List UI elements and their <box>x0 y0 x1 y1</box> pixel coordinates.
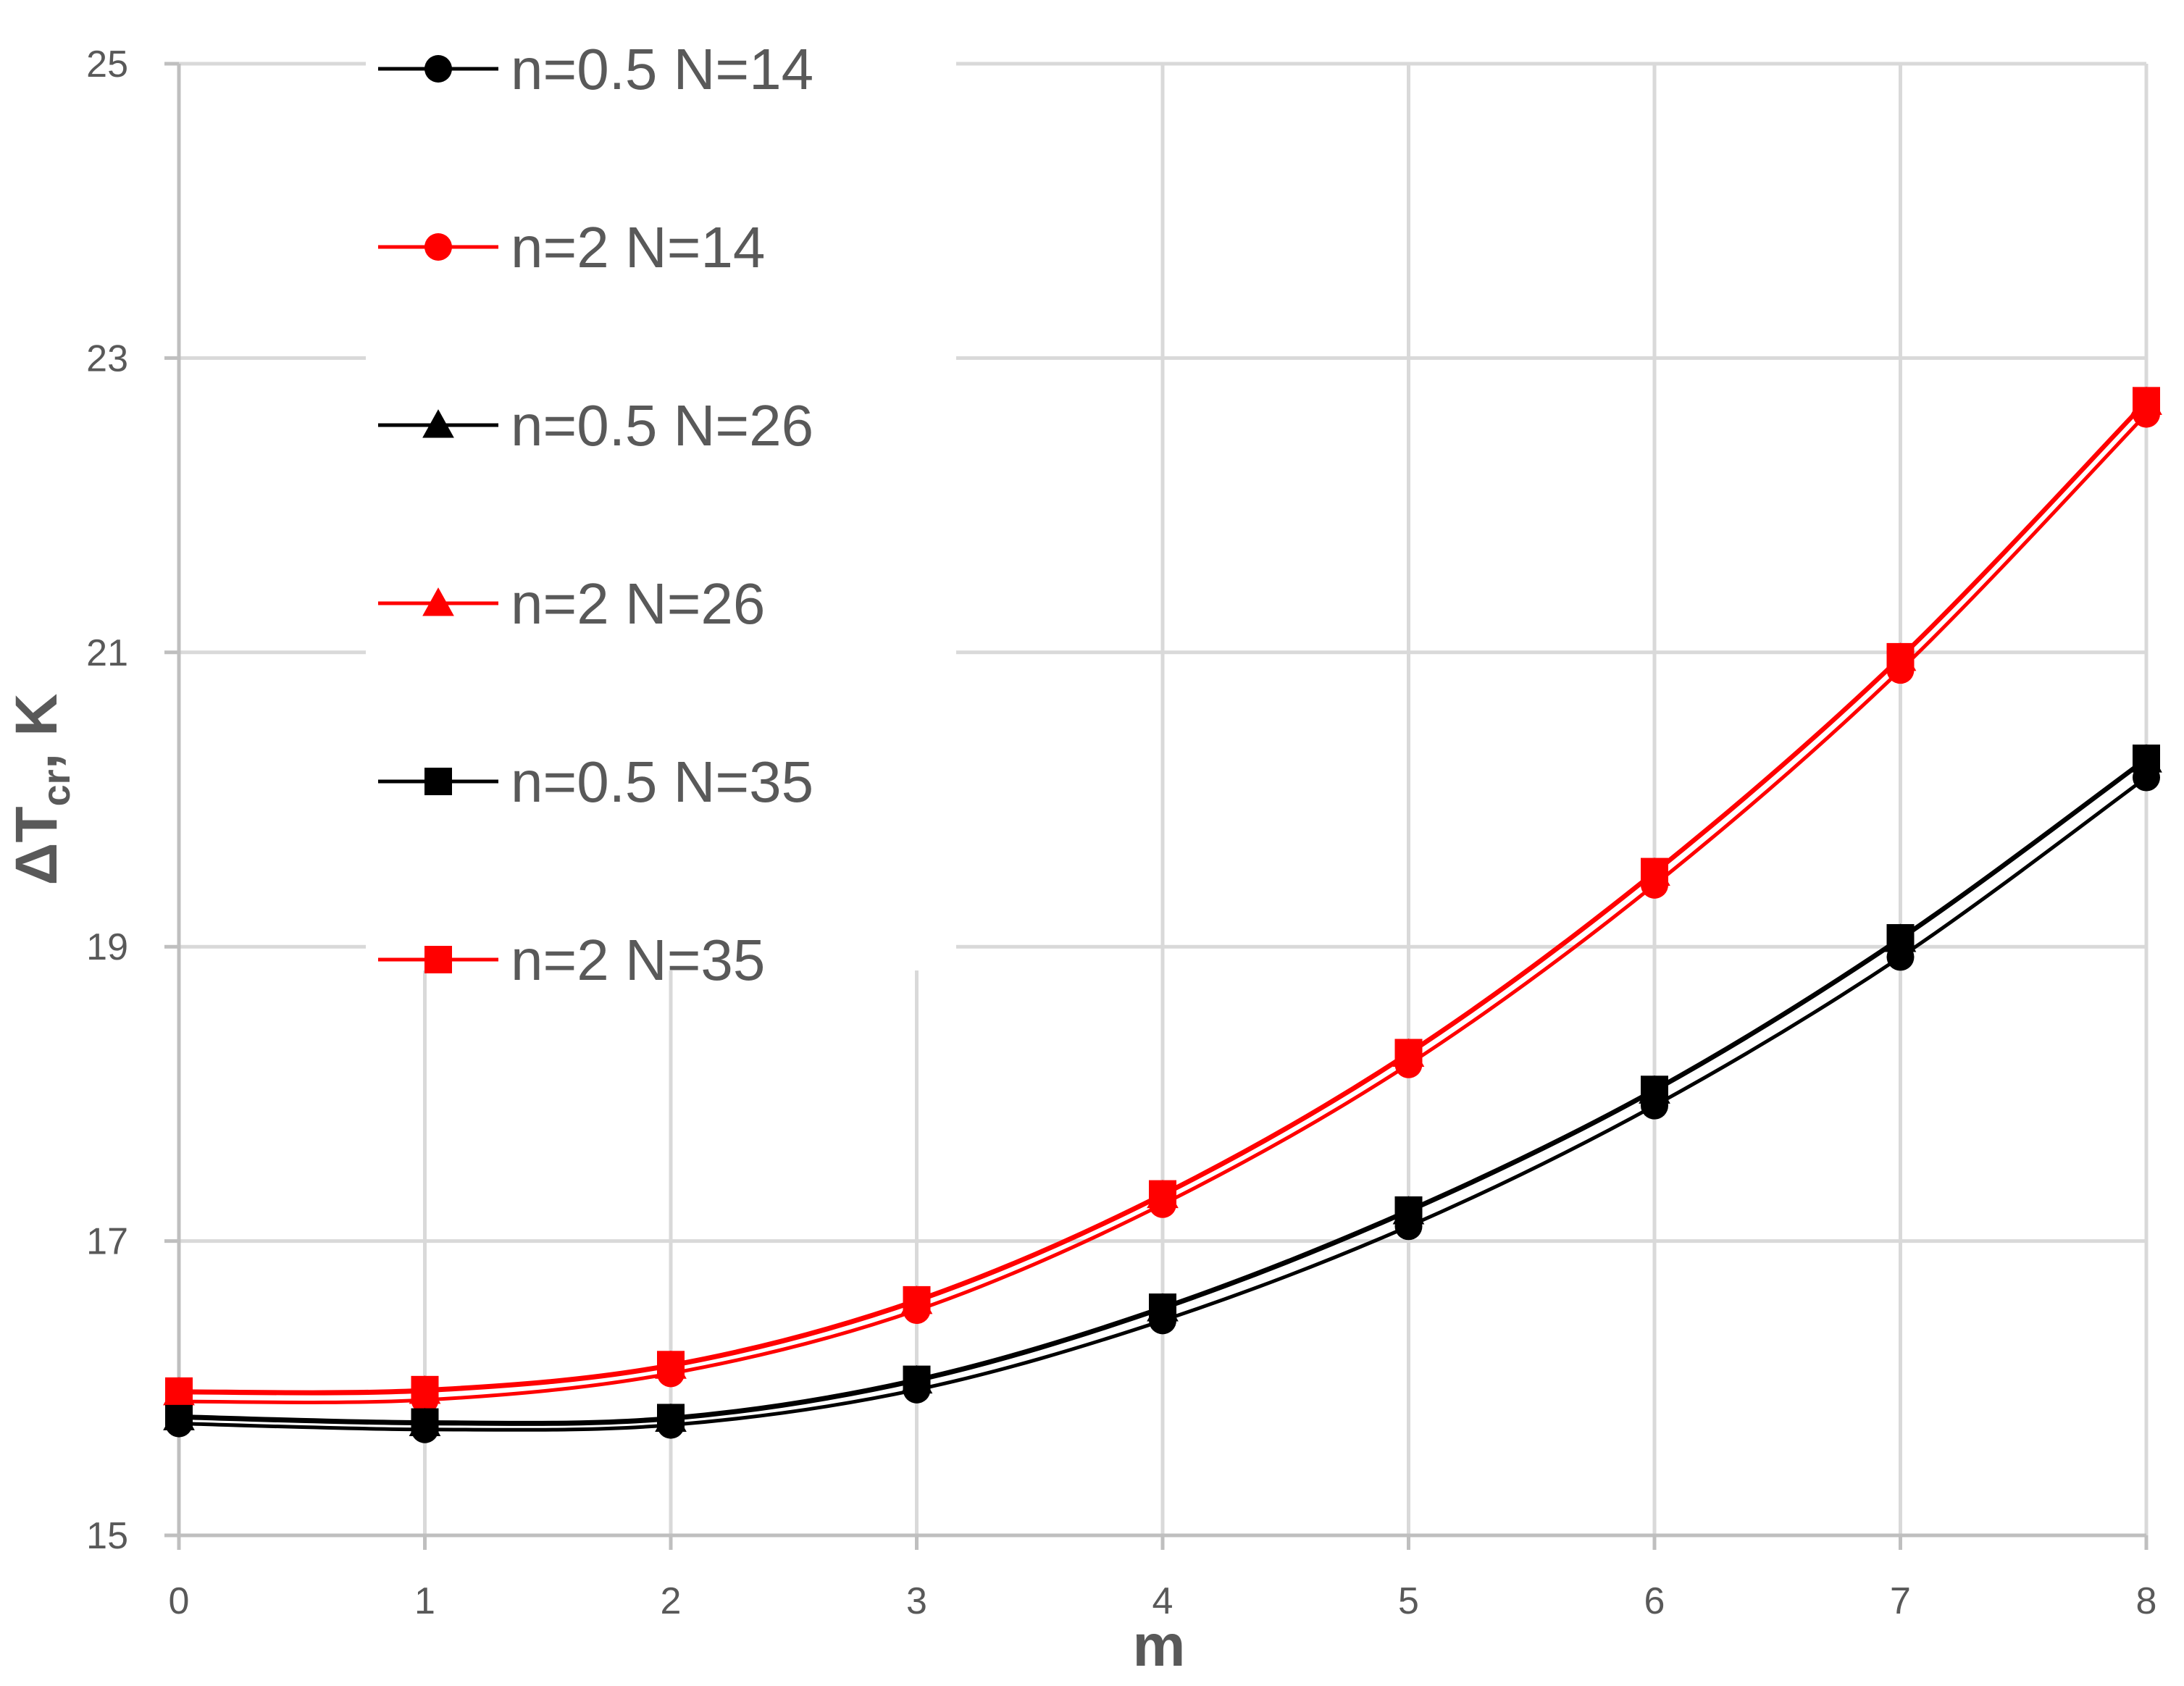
legend-label: n=2 N=14 <box>511 215 765 280</box>
x-tick-label: 7 <box>1890 1580 1911 1622</box>
legend-label: n=0.5 N=35 <box>511 750 813 814</box>
data-point-square <box>411 1408 439 1436</box>
legend-label: n=0.5 N=26 <box>511 393 813 458</box>
data-point-circle <box>424 233 452 261</box>
legend-entry: n=0.5 N=14 <box>378 37 813 101</box>
data-point-square <box>1886 642 1915 671</box>
legend-background <box>366 14 956 970</box>
legend: n=0.5 N=14 n=2 N=14 n=0.5 N=26 n=2 N=26 n=0.… <box>366 14 956 992</box>
y-tick-label: 21 <box>86 632 128 674</box>
legend-entry: n=0.5 N=35 <box>378 750 813 814</box>
data-point-square <box>2133 745 2160 773</box>
y-tick-label: 23 <box>86 337 128 379</box>
series-line <box>178 412 2148 1404</box>
data-point-triangle <box>422 409 454 438</box>
y-axis-title-suffix: , K <box>4 694 70 770</box>
series-n-2-n-35 <box>165 387 2160 1405</box>
data-point-square <box>903 1286 931 1314</box>
axes <box>164 62 2149 1550</box>
legend-label: n=2 N=35 <box>511 928 765 992</box>
y-tick-label: 15 <box>86 1515 128 1557</box>
series-line <box>178 399 2148 1394</box>
x-tick-label: 3 <box>906 1580 927 1622</box>
data-point-square <box>1394 1039 1423 1067</box>
data-point-square <box>1394 1196 1423 1224</box>
y-axis-title-sub: cr <box>35 769 78 806</box>
x-tick-label: 0 <box>169 1580 190 1622</box>
series-line <box>178 776 2148 1432</box>
series-line <box>178 757 2148 1425</box>
data-point-square <box>1149 1293 1176 1322</box>
data-point-triangle <box>422 587 454 616</box>
x-tick-label: 4 <box>1152 1580 1173 1622</box>
data-point-square <box>1149 1180 1176 1208</box>
legend-entry: n=2 N=14 <box>378 215 765 280</box>
data-point-square <box>903 1365 931 1393</box>
data-point-square <box>424 768 452 795</box>
x-tick-label: 6 <box>1644 1580 1665 1622</box>
series-layer <box>163 386 2162 1443</box>
y-tick-label: 17 <box>86 1221 128 1263</box>
legend-label: n=0.5 N=14 <box>511 37 813 101</box>
x-tick-label: 2 <box>661 1580 682 1622</box>
y-tick-label: 19 <box>86 926 128 968</box>
legend-entry: n=0.5 N=26 <box>378 393 813 458</box>
data-point-square <box>2133 387 2160 415</box>
y-tick-label: 25 <box>86 43 128 85</box>
legend-entry: n=2 N=26 <box>378 571 765 636</box>
y-axis-title: ΔTcr, K <box>4 694 78 886</box>
series-n-0-5-n-35 <box>165 745 2160 1436</box>
legend-entry: n=2 N=35 <box>378 928 765 992</box>
data-point-square <box>1641 1075 1668 1104</box>
data-point-circle <box>424 55 452 83</box>
x-tick-label: 1 <box>414 1580 435 1622</box>
data-point-square <box>1641 857 1668 886</box>
data-point-square <box>657 1404 685 1432</box>
data-point-square <box>657 1351 685 1379</box>
data-point-square <box>411 1375 439 1404</box>
data-point-square <box>1886 924 1915 952</box>
y-axis-title-main: ΔT <box>4 806 70 885</box>
x-tick-label: 5 <box>1398 1580 1419 1622</box>
x-tick-label: 8 <box>2136 1580 2157 1622</box>
x-axis-title: m <box>1133 1613 1186 1679</box>
data-point-square <box>165 1402 193 1430</box>
data-point-square <box>165 1377 193 1405</box>
legend-label: n=2 N=26 <box>511 571 765 636</box>
data-point-square <box>424 946 452 973</box>
